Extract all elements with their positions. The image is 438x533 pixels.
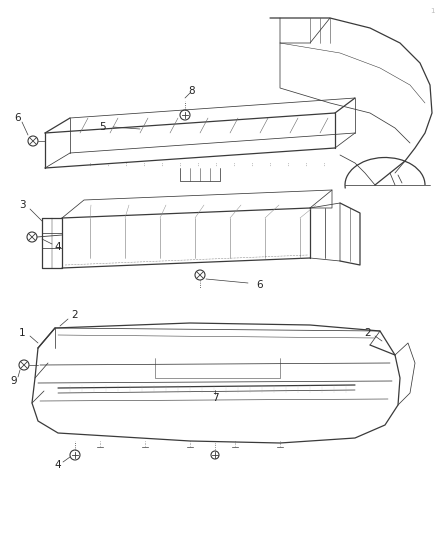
Text: 8: 8 — [189, 86, 195, 96]
Text: 6: 6 — [15, 113, 21, 123]
Text: 2: 2 — [72, 310, 78, 320]
Text: 1: 1 — [431, 8, 435, 14]
Text: 5: 5 — [100, 122, 106, 132]
Text: 1: 1 — [19, 328, 25, 338]
Text: 9: 9 — [11, 376, 18, 386]
Text: 3: 3 — [19, 200, 25, 210]
Text: 6: 6 — [257, 280, 263, 290]
Text: 2: 2 — [365, 328, 371, 338]
Text: 4: 4 — [55, 242, 61, 252]
Text: 7: 7 — [212, 393, 218, 403]
Text: 4: 4 — [55, 460, 61, 470]
